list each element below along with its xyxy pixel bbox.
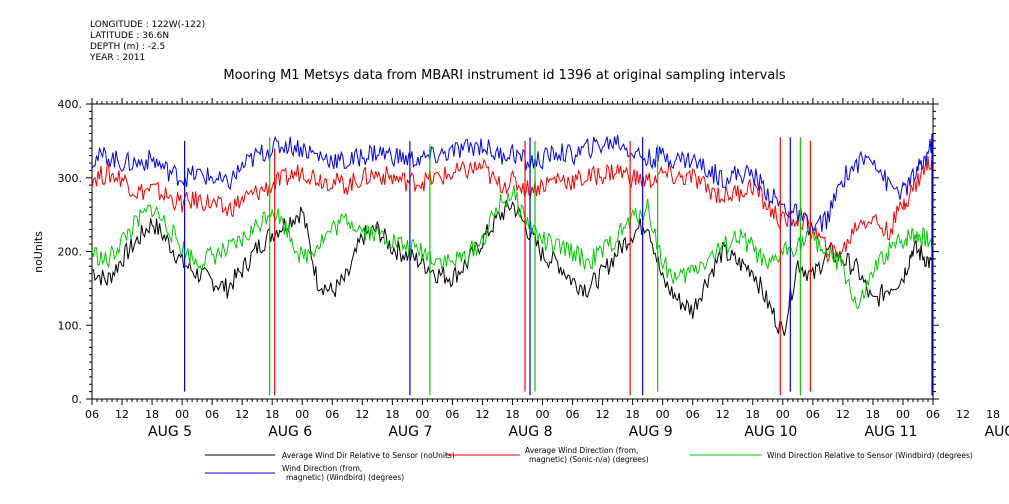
x-tick-label: 18 — [145, 408, 159, 421]
legend-label-line: Wind Direction Relative to Sensor (Windb… — [767, 451, 973, 460]
legend-label-line: magnetic) (Windbird) (degrees) — [286, 473, 404, 482]
x-tick-label: 12 — [836, 408, 850, 421]
y-axis-label: noUnits — [32, 231, 45, 273]
x-tick-label: 12 — [355, 408, 369, 421]
series-line-0 — [91, 199, 934, 336]
y-tick-label: 300. — [58, 172, 83, 185]
x-tick-label: 12 — [115, 408, 129, 421]
legend-label-0: Average Wind Dir Relative to Sensor (noU… — [282, 451, 455, 460]
x-tick-label: 06 — [445, 408, 459, 421]
series-layer — [91, 133, 934, 396]
x-tick-label: 12 — [475, 408, 489, 421]
legend-label-line: Average Wind Direction (from, — [525, 446, 638, 455]
x-tick-label: 18 — [385, 408, 399, 421]
x-tick-label: 18 — [506, 408, 520, 421]
x-tick-label: 18 — [626, 408, 640, 421]
depth-text: DEPTH (m) : -2.5 — [90, 42, 166, 52]
x-tick-label: 18 — [866, 408, 880, 421]
x-tick-label: 00 — [536, 408, 550, 421]
legend-label-1: Average Wind Direction (from, magnetic) (… — [525, 446, 649, 464]
legend: Average Wind Dir Relative to Sensor (noU… — [205, 446, 973, 482]
x-day-label: AUG 11 — [864, 424, 917, 440]
x-tick-label: 12 — [596, 408, 610, 421]
x-tick-label: 06 — [325, 408, 339, 421]
x-day-label: AUG 7 — [388, 424, 432, 440]
x-day-label: AUG 9 — [629, 424, 673, 440]
x-day-label: AUG 5 — [148, 424, 192, 440]
x-tick-label: 00 — [776, 408, 790, 421]
x-day-label: AUG 8 — [508, 424, 552, 440]
latitude-text: LATITUDE : 36.6N — [90, 31, 170, 41]
x-tick-label: 06 — [85, 408, 99, 421]
x-tick-label: 00 — [295, 408, 309, 421]
chart-title: Mooring M1 Metsys data from MBARI instru… — [223, 68, 786, 83]
x-tick-label: 06 — [205, 408, 219, 421]
x-tick-label: 12 — [235, 408, 249, 421]
y-tick-label: 200. — [58, 246, 83, 259]
series-line-1 — [91, 156, 934, 264]
year-text: YEAR : 2011 — [90, 53, 146, 63]
x-tick-label: 00 — [656, 408, 670, 421]
x-tick-label: 00 — [415, 408, 429, 421]
x-day-label: AUG 12 — [985, 424, 1009, 440]
legend-label-line: Average Wind Dir Relative to Sensor (noU… — [282, 451, 455, 460]
x-tick-label: 00 — [175, 408, 189, 421]
y-tick-label: 0. — [72, 393, 83, 406]
x-day-label: AUG 10 — [744, 424, 797, 440]
longitude-text: LONGITUDE : 122W(-122) — [90, 20, 206, 30]
x-tick-label: 00 — [896, 408, 910, 421]
x-tick-label: 06 — [566, 408, 580, 421]
metadata-block: LONGITUDE : 122W(-122) LATITUDE : 36.6N … — [90, 20, 205, 64]
legend-label-line: magnetic) (Sonic-n/a) (degrees) — [529, 455, 649, 464]
series-line-3 — [91, 133, 934, 236]
x-tick-label: 06 — [686, 408, 700, 421]
y-tick-label: 400. — [58, 98, 83, 111]
x-day-label: AUG 6 — [268, 424, 312, 440]
x-tick-label: 06 — [806, 408, 820, 421]
series-line-2 — [91, 185, 934, 310]
legend-label-2: Wind Direction Relative to Sensor (Windb… — [767, 451, 973, 460]
x-tick-label: 12 — [956, 408, 970, 421]
x-tick-label: 18 — [746, 408, 760, 421]
x-tick-label: 18 — [986, 408, 1000, 421]
x-tick-label: 18 — [265, 408, 279, 421]
x-tick-label: 12 — [716, 408, 730, 421]
axis-layer: 0. 100. 200. 300. 400. 06 12 18 00 06 12 18 00 06 12 18… — [58, 98, 1009, 440]
legend-label-line: Wind Direction (from, — [282, 464, 362, 473]
legend-label-3: Wind Direction (from, magnetic) (Windbird… — [282, 464, 404, 482]
y-tick-label: 100. — [58, 319, 83, 332]
x-tick-label: 06 — [926, 408, 940, 421]
